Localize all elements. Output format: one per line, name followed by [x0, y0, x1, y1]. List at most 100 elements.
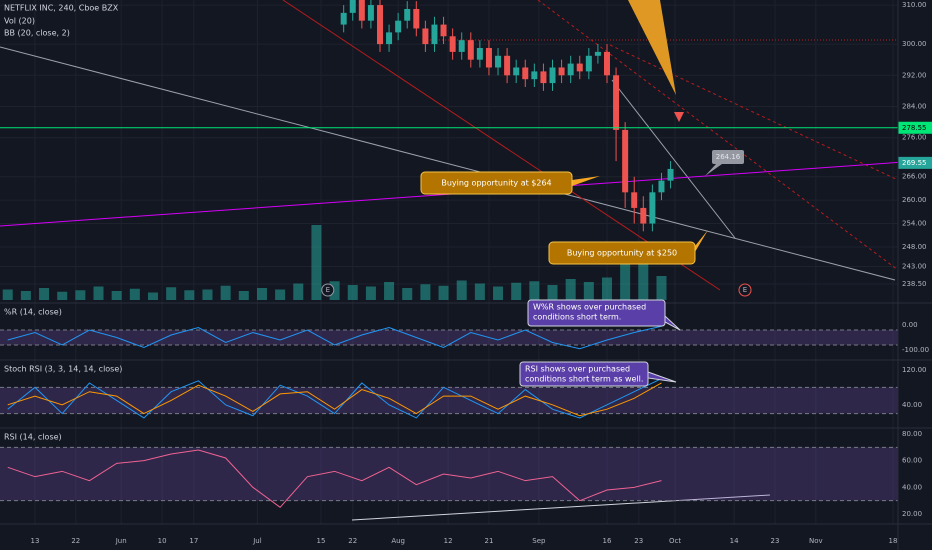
- price-label: 278.55: [902, 124, 927, 132]
- candle-body: [613, 75, 620, 130]
- volume-bar: [656, 276, 667, 300]
- x-tick-label: 22: [71, 537, 80, 545]
- marker-box: [712, 150, 744, 164]
- callout-text: Buying opportunity at $250: [567, 249, 677, 258]
- y-tick-label: 120.00: [902, 366, 927, 374]
- candle-body: [395, 20, 402, 33]
- y-tick-label: 0.00: [902, 321, 918, 329]
- candle-body: [404, 8, 411, 21]
- volume-bar: [39, 288, 50, 300]
- y-tick-label: 310.00: [902, 1, 927, 9]
- candle-body: [603, 51, 610, 76]
- volume-bar: [275, 289, 286, 300]
- marker-label: 264.16: [716, 153, 741, 161]
- price-area: [2, 0, 674, 300]
- candle-body: [640, 207, 647, 224]
- trendline: [0, 46, 896, 281]
- candle-body: [358, 0, 365, 21]
- volume-bar: [638, 258, 649, 300]
- callout-text: conditions short term as well.: [525, 375, 643, 384]
- x-tick-label: Jun: [115, 537, 127, 545]
- callout-pointer: [695, 230, 708, 252]
- volume-bar: [293, 283, 304, 300]
- volume-bar: [129, 288, 140, 300]
- candle-body: [549, 67, 556, 84]
- volume-bar: [438, 285, 449, 300]
- panel-title: %R (14, close): [4, 308, 62, 317]
- candle-body: [649, 192, 656, 224]
- x-tick-label: Oct: [669, 537, 681, 545]
- callout-text: RSI shows over purchased: [525, 365, 630, 374]
- volume-bar: [75, 290, 86, 300]
- x-tick-label: Nov: [809, 537, 823, 545]
- x-tick-label: Aug: [391, 537, 405, 545]
- x-tick-label: Sep: [532, 537, 546, 545]
- panel-title: Stoch RSI (3, 3, 14, 14, close): [4, 365, 122, 374]
- volume-bar: [384, 282, 395, 300]
- volume-bar: [583, 282, 594, 300]
- candle-body: [340, 12, 347, 25]
- volume-bar: [238, 291, 249, 300]
- indicator-line: [7, 449, 662, 509]
- volume-bar: [93, 286, 104, 300]
- volume-bar: [493, 286, 504, 300]
- volume-bar: [57, 291, 68, 300]
- volume-bar: [565, 279, 576, 300]
- candle-body: [522, 67, 529, 80]
- candle-body: [540, 71, 547, 84]
- x-tick-label: Jul: [252, 537, 262, 545]
- volume-bar: [547, 285, 558, 300]
- callout-box: [548, 241, 696, 265]
- volume-bar: [311, 225, 322, 300]
- arrow-shape: [628, 0, 676, 95]
- volume-bar: [420, 284, 431, 300]
- y-tick-label: 284.00: [902, 103, 927, 111]
- volume-bar: [220, 285, 231, 300]
- x-tick-label: 16: [603, 537, 612, 545]
- candle-body: [485, 47, 492, 68]
- volume-bar: [147, 292, 158, 300]
- callout-box: [519, 361, 649, 387]
- candle-body: [594, 51, 601, 56]
- candle-body: [376, 5, 383, 45]
- y-tick-label: 243.00: [902, 262, 927, 270]
- volume-bar: [2, 289, 13, 300]
- volume-bar: [365, 286, 376, 300]
- candle-body: [531, 71, 538, 80]
- y-tick-label: 276.00: [902, 134, 927, 142]
- volume-bar: [456, 280, 467, 300]
- candle-body: [495, 55, 502, 68]
- event-label: E: [326, 286, 330, 294]
- y-tick-label: 260.00: [902, 196, 927, 204]
- last-price-label: 269.55: [902, 159, 927, 167]
- candle-body: [467, 40, 474, 60]
- candle-body: [667, 168, 674, 181]
- event-marker: [738, 283, 752, 297]
- volume-bar: [601, 277, 612, 300]
- volume-bar: [20, 291, 31, 300]
- callout-box: [527, 299, 666, 327]
- y-tick-label: 248.00: [902, 243, 927, 251]
- indicator-label: BB (20, close, 2): [4, 29, 70, 38]
- x-tick-label: 21: [484, 537, 493, 545]
- y-tick-label: 80.00: [902, 430, 922, 438]
- volume-bar: [166, 287, 177, 300]
- volume-bar: [329, 281, 340, 300]
- y-tick-label: 292.00: [902, 71, 927, 79]
- indicator-line: [7, 378, 662, 419]
- candle-body: [458, 40, 465, 52]
- arrow-marker: [674, 112, 684, 122]
- trendline: [351, 494, 771, 521]
- y-tick-label: -100.00: [902, 346, 929, 354]
- candle-body: [422, 28, 429, 45]
- x-tick-label: 12: [444, 537, 453, 545]
- band: [0, 387, 898, 414]
- x-tick-label: 13: [30, 537, 39, 545]
- x-tick-label: 15: [317, 537, 326, 545]
- volume-bar: [620, 246, 631, 300]
- volume-bar: [256, 288, 267, 300]
- candle-body: [449, 36, 456, 52]
- grid: [0, 0, 898, 524]
- x-tick-label: 14: [730, 537, 739, 545]
